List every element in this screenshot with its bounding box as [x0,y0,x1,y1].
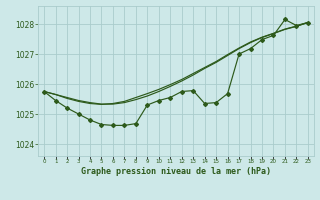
X-axis label: Graphe pression niveau de la mer (hPa): Graphe pression niveau de la mer (hPa) [81,167,271,176]
